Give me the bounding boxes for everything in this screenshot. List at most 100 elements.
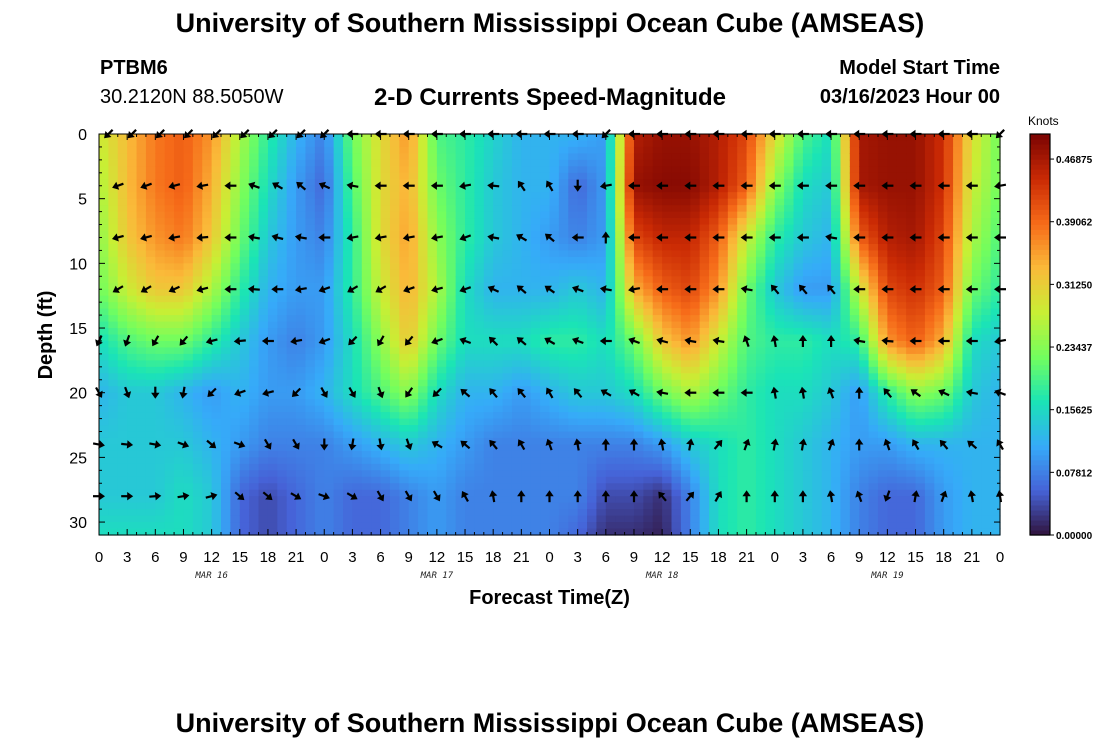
heatmap-cell — [446, 263, 457, 271]
heatmap-cell — [727, 211, 738, 219]
heatmap-cell — [549, 386, 560, 394]
heatmap-cell — [418, 302, 429, 310]
heatmap-cell — [746, 528, 757, 536]
heatmap-cell — [596, 425, 607, 433]
heatmap-cell — [718, 463, 729, 471]
heatmap-cell — [746, 263, 757, 271]
heatmap-cell — [802, 379, 813, 387]
heatmap-cell — [108, 360, 119, 368]
heatmap-cell — [455, 502, 466, 510]
heatmap-cell — [821, 237, 832, 245]
heatmap-cell — [314, 412, 325, 420]
heatmap-cell — [558, 211, 569, 219]
heatmap-cell — [408, 315, 419, 323]
heatmap-cell — [521, 470, 532, 478]
heatmap-cell — [277, 146, 288, 155]
heatmap-cell — [511, 405, 522, 413]
heatmap-cell — [267, 166, 278, 174]
heatmap-cell — [624, 192, 635, 200]
heatmap-cell — [286, 134, 297, 142]
heatmap-cell — [211, 321, 222, 329]
heatmap-cell — [699, 282, 710, 290]
heatmap-cell — [821, 134, 832, 142]
heatmap-cell — [164, 360, 175, 368]
heatmap-cell — [239, 243, 250, 252]
heatmap-cell — [615, 308, 626, 316]
heatmap-cell — [540, 308, 551, 316]
heatmap-cell — [371, 425, 382, 433]
heatmap-cell — [624, 321, 635, 329]
heatmap-cell — [568, 418, 579, 426]
heatmap-cell — [314, 528, 325, 536]
heatmap-cell — [380, 353, 391, 361]
heatmap-cell — [521, 153, 532, 161]
heatmap-cell — [680, 437, 691, 446]
heatmap-cell — [117, 353, 128, 361]
heatmap-cell — [361, 269, 372, 277]
heatmap-cell — [821, 321, 832, 329]
heatmap-cell — [99, 379, 109, 387]
heatmap-cell — [624, 231, 635, 239]
heatmap-cell — [633, 509, 644, 517]
heatmap-cell — [305, 502, 316, 510]
heatmap-cell — [305, 179, 316, 187]
heatmap-cell — [540, 444, 551, 452]
heatmap-cell — [164, 476, 175, 484]
heatmap-cell — [690, 334, 701, 342]
heatmap-cell — [709, 386, 720, 394]
heatmap-cell — [765, 366, 776, 374]
heatmap-cell — [117, 347, 128, 355]
heatmap-cell — [202, 237, 213, 245]
heatmap-cell — [418, 437, 429, 446]
heatmap-cell — [511, 289, 522, 297]
heatmap-cell — [812, 172, 823, 180]
heatmap-cell — [831, 502, 842, 510]
heatmap-cell — [765, 502, 776, 510]
heatmap-cell — [277, 366, 288, 374]
heatmap-cell — [267, 528, 278, 536]
heatmap-cell — [643, 412, 654, 420]
heatmap-cell — [258, 522, 269, 530]
heatmap-cell — [755, 366, 766, 374]
heatmap-cell — [352, 179, 363, 187]
heatmap-cell — [521, 269, 532, 277]
heatmap-cell — [774, 243, 785, 252]
heatmap-cell — [587, 289, 598, 297]
heatmap-cell — [483, 282, 494, 290]
heatmap-cell — [699, 243, 710, 252]
heatmap-cell — [286, 159, 297, 167]
heatmap-cell — [690, 366, 701, 374]
heatmap-cell — [202, 425, 213, 433]
heatmap-cell — [540, 263, 551, 271]
heatmap-cell — [117, 243, 128, 252]
heatmap-cell — [465, 444, 476, 452]
heatmap-cell — [709, 231, 720, 239]
heatmap-cell — [746, 450, 757, 458]
heatmap-cell — [699, 412, 710, 420]
heatmap-cell — [333, 450, 344, 458]
heatmap-cell — [127, 444, 138, 452]
heatmap-cell — [371, 347, 382, 355]
heatmap-cell — [371, 412, 382, 420]
heatmap-cell — [296, 140, 307, 148]
heatmap-cell — [718, 282, 729, 290]
heatmap-cell — [399, 166, 410, 174]
heatmap-cell — [624, 515, 635, 523]
heatmap-cell — [99, 360, 109, 368]
heatmap-cell — [136, 263, 147, 271]
heatmap-cell — [718, 179, 729, 187]
heatmap-cell — [202, 399, 213, 407]
heatmap-cell — [117, 328, 128, 336]
heatmap-cell — [380, 379, 391, 387]
heatmap-cell — [802, 437, 813, 446]
heatmap-cell — [577, 470, 588, 478]
heatmap-cell — [540, 211, 551, 219]
heatmap-cell — [183, 399, 194, 407]
heatmap-cell — [502, 392, 513, 400]
heatmap-cell — [511, 444, 522, 452]
heatmap-cell — [305, 379, 316, 387]
heatmap-cell — [399, 328, 410, 336]
heatmap-cell — [296, 134, 307, 142]
heatmap-cell — [155, 392, 166, 400]
heatmap-cell — [174, 269, 185, 277]
